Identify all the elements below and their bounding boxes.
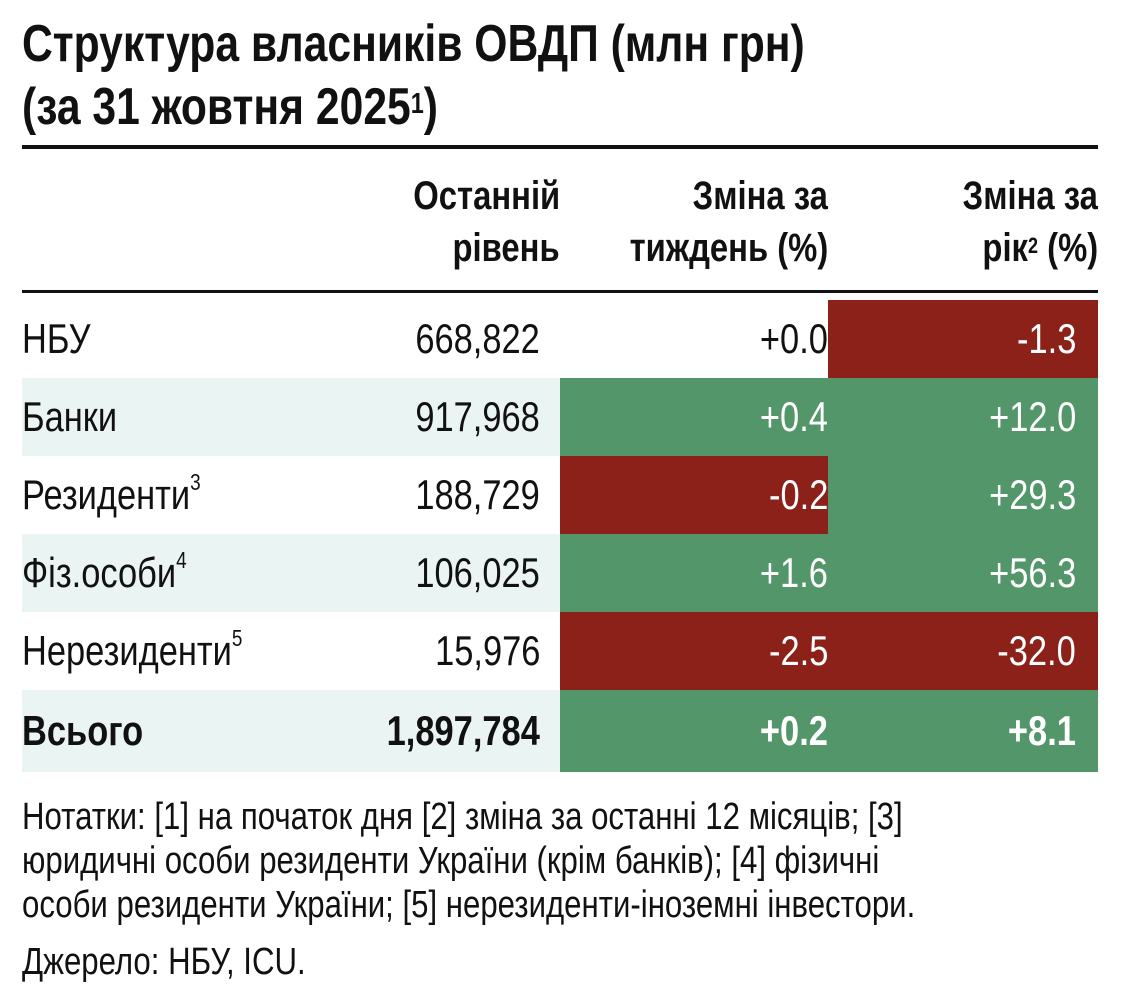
source: Джерело: НБУ, ICU. [22, 941, 306, 983]
row-year-change: +8.1 [828, 690, 1098, 772]
row-week-change: +0.4 [560, 378, 850, 456]
row-level: 917,968 [415, 393, 540, 440]
row-label: Всього [22, 707, 144, 754]
table-row: НБУ 668,822 +0.0 -1.3 [22, 300, 1098, 378]
row-label: Банки [22, 393, 118, 440]
title-rule [22, 145, 1098, 149]
table-row: Банки 917,968 +0.4 +12.0 [22, 378, 1098, 456]
row-year-change: +12.0 [828, 378, 1098, 456]
header-rule [22, 290, 1098, 293]
row-level: 1,897,784 [386, 707, 540, 754]
row-level: 15,976 [434, 627, 540, 674]
note-line: Нотатки: [1] на початок дня [2] зміна за… [22, 796, 903, 838]
row-week-change: -0.2 [560, 456, 850, 534]
table-row: Всього 1,897,784 +0.2 +8.1 [22, 690, 1098, 772]
row-label: Нерезиденти5 [22, 624, 243, 674]
row-year-change: +29.3 [828, 456, 1098, 534]
row-year-change: -1.3 [828, 300, 1098, 378]
row-week-change: +0.0 [760, 315, 828, 362]
note-line: особи резиденти України; [5] нерезиденти… [22, 884, 916, 926]
header-week-change: Зміна за тиждень (%) [629, 174, 828, 270]
header-year-change: Зміна за рік2 (%) [962, 174, 1098, 270]
row-week-change: +1.6 [560, 534, 850, 612]
row-level: 106,025 [415, 549, 540, 596]
row-label: Фіз.особи4 [22, 546, 187, 596]
title-line-1: Структура власників ОВДП (млн грн) [22, 15, 805, 73]
row-level: 668,822 [415, 315, 540, 362]
note-line: юридичні особи резиденти України (крім б… [22, 840, 880, 882]
table-row: Фіз.особи4 106,025 +1.6 +56.3 [22, 534, 1098, 612]
row-level: 188,729 [415, 471, 540, 518]
row-year-change: -32.0 [828, 612, 1098, 690]
header-level: Останній рівень [413, 174, 560, 270]
table-row: Резиденти3 188,729 -0.2 +29.3 [22, 456, 1098, 534]
row-label: НБУ [22, 315, 91, 362]
title-line-2: (за 31 жовтня 20251) [22, 78, 439, 136]
row-week-change: -2.5 [560, 612, 850, 690]
row-week-change: +0.2 [560, 690, 850, 772]
row-label: Резиденти3 [22, 468, 201, 518]
table-row: Нерезиденти5 15,976 -2.5 -32.0 [22, 612, 1098, 690]
row-year-change: +56.3 [828, 534, 1098, 612]
